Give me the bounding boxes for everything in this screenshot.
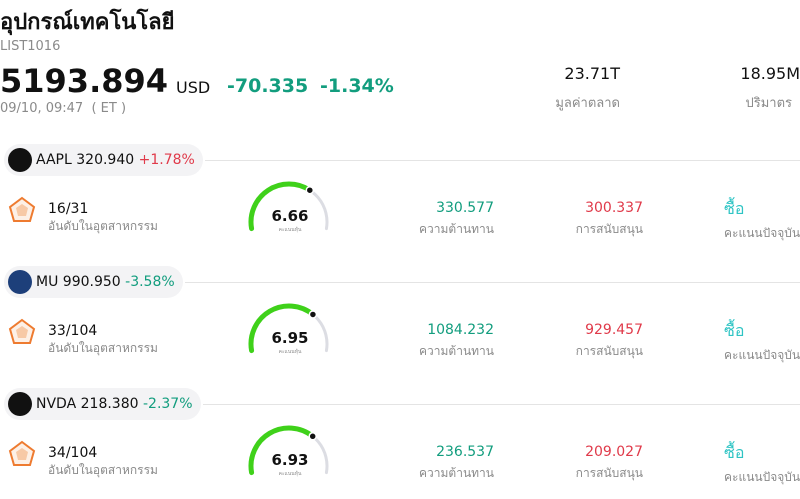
resistance: 1084.232 [427,322,494,338]
stock-pill: AAPL 320.940 +1.78% [4,144,203,176]
ticker: NVDA [36,396,77,412]
score-gauge [248,303,329,354]
time: 09/10, 09:47 ( ET ) [0,101,127,116]
rank: 16/31 [48,201,89,217]
signal: ซื้อ [724,443,745,462]
support-label: การสนับสนุน [575,344,643,358]
separator [203,404,800,405]
stock-logo [8,270,32,294]
support: 209.027 [585,444,643,460]
stock-logo [8,148,32,172]
stock-change: -3.58% [125,274,175,290]
rank: 34/104 [48,445,98,461]
score-gauge [248,181,329,232]
rank-label: อันดับในอุตสาหกรรม [48,463,158,477]
stock-price: 218.380 [80,396,139,412]
score: 6.66 [271,207,309,225]
support-label: การสนับสนุน [575,222,643,236]
gauge-fill [248,425,316,476]
score-label: คะแนนหุ้น [278,227,302,233]
resistance-label: ความต้านทาน [419,344,494,358]
signal-label: คะแนนปัจจุบัน [724,348,800,362]
score-label: คะแนนหุ้น [278,349,302,355]
rank-icon [8,440,36,466]
change-pct: -1.34% [320,75,394,97]
rank-label: อันดับในอุตสาหกรรม [48,219,158,233]
support: 300.337 [585,200,643,216]
rank: 33/104 [48,323,98,339]
market-cap-value: 23.71T [564,64,620,83]
support-label: การสนับสนุน [575,466,643,480]
gauge-fill [248,181,313,232]
rank-icon-inner [16,204,28,216]
currency: USD [176,78,211,97]
rank-icon-inner [16,448,28,460]
stock-change: +1.78% [138,152,195,168]
resistance-label: ความต้านทาน [419,222,494,236]
resistance: 330.577 [436,200,494,216]
stock-pill: MU 990.950 -3.58% [4,266,183,298]
gauge-dot [308,310,318,319]
separator [185,282,800,283]
signal-label: คะแนนปัจจุบัน [724,226,800,240]
signal: ซื้อ [724,199,745,218]
rank-label: อันดับในอุตสาหกรรม [48,341,158,355]
rank-icon [8,318,36,344]
rank-icon [8,196,36,222]
stock-pill: NVDA 218.380 -2.37% [4,388,201,420]
stock-logo [8,392,32,416]
ticker: AAPL [36,152,72,168]
market-cap-label: มูลค่าตลาด [555,96,620,111]
code: LIST1016 [0,39,61,54]
stock-change: -2.37% [142,396,193,412]
score: 6.95 [271,329,309,347]
rank-icon-inner [16,326,28,338]
score-label: คะแนนหุ้น [278,471,302,477]
gauge-fill [248,303,316,354]
volume-value: 18.95M [740,64,800,83]
stock-price: 990.950 [62,274,121,290]
volume-label: ปริมาตร [745,96,792,111]
resistance: 236.537 [436,444,494,460]
ticker: MU [36,274,59,290]
resistance-label: ความต้านทาน [419,466,494,480]
gauge-dot [308,432,317,441]
support: 929.457 [585,322,643,338]
signal-label: คะแนนปัจจุบัน [724,470,800,484]
gauge-dot [305,185,315,195]
signal: ซื้อ [724,321,745,340]
score: 6.93 [271,451,309,469]
score-gauge [248,425,329,476]
change: -70.335 [227,75,309,97]
separator [205,160,800,161]
stock-price: 320.940 [76,152,135,168]
price: 5193.894 [0,62,169,100]
title: อุปกรณ์เทคโนโลยี [0,10,175,35]
